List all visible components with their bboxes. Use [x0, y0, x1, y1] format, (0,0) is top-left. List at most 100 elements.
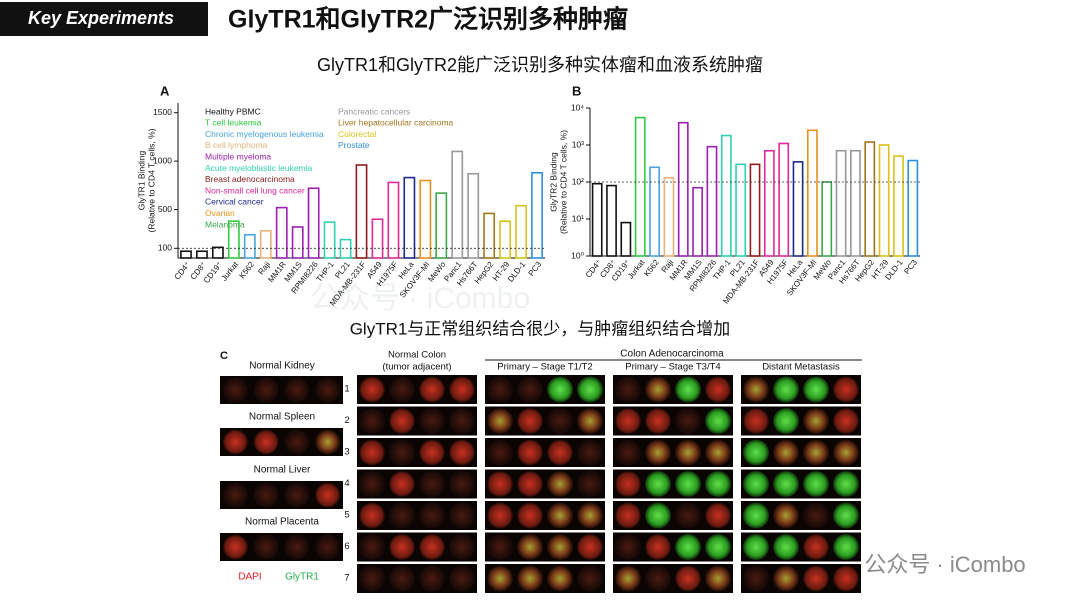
bar — [387, 181, 400, 259]
tissue-core — [315, 482, 341, 508]
tissue-core — [419, 471, 445, 497]
tissue-label: Normal Spleen — [249, 412, 315, 423]
tissue-core — [773, 565, 799, 592]
tissue-core — [389, 439, 415, 466]
tissue-core — [547, 376, 573, 403]
group-header: Colon Adenocarcinoma — [620, 349, 724, 360]
bar — [763, 149, 775, 257]
panel-c: C Normal Kidney Normal Spleen Normal Liver N… — [220, 349, 862, 593]
tissue-core — [222, 429, 248, 455]
tissue-core — [773, 439, 799, 466]
tissue-core — [487, 439, 513, 466]
tissue-core — [645, 565, 671, 592]
tissue-core — [743, 471, 769, 497]
tissue-core — [517, 471, 543, 497]
title: GlyTR1和GlyTR2广泛识别多种肿瘤 — [228, 5, 628, 34]
tissue-core — [675, 376, 701, 403]
bar — [531, 171, 543, 259]
legend-entry: Ovarian — [205, 208, 235, 218]
bar — [606, 184, 617, 257]
tissue-core — [705, 471, 731, 497]
tissue-core — [705, 376, 731, 403]
tissue-core — [284, 534, 310, 560]
y-tick-label: 10⁴ — [571, 102, 584, 112]
tissue-core — [615, 408, 641, 434]
legend-entry: Non-small cell lung cancer — [205, 185, 305, 195]
tissue-core — [517, 502, 543, 529]
tissue-core — [284, 429, 310, 455]
bar — [706, 145, 718, 257]
tissue-core — [743, 565, 769, 592]
tissue-core — [359, 439, 385, 466]
row-number: 4 — [344, 478, 349, 489]
bar — [720, 134, 732, 257]
tissue-core — [577, 502, 603, 529]
y-tick-label: 1500 — [153, 107, 172, 117]
bar — [307, 187, 320, 259]
bar — [419, 179, 432, 259]
tissue-core — [389, 534, 415, 560]
legend-entry: Prostate — [338, 140, 370, 150]
tissue-core — [487, 534, 513, 560]
bar — [435, 192, 448, 259]
row-number: 1 — [344, 384, 349, 395]
tag-banner — [0, 2, 208, 36]
bar — [806, 129, 818, 257]
row-number: 3 — [344, 447, 349, 458]
tissue-core — [833, 471, 859, 497]
column-header: (tumor adjacent) — [382, 362, 451, 373]
column-header: Normal Colon — [388, 350, 446, 361]
tissue-core — [419, 534, 445, 560]
legend-entry: Cervical cancer — [205, 197, 264, 207]
bar — [467, 172, 480, 259]
tissue-core — [449, 376, 475, 403]
legend-entry: Pancreatic cancers — [338, 106, 410, 116]
legend-entry: Multiple myeloma — [205, 151, 271, 161]
legend-entry: Healthy PBMC — [205, 106, 261, 116]
tissue-core — [389, 502, 415, 529]
legend-entry: Colorectal — [338, 129, 376, 139]
tissue-core — [487, 376, 513, 403]
bar — [821, 181, 833, 257]
tissue-core — [833, 376, 859, 403]
column-header: Primary – Stage T1/T2 — [497, 362, 592, 373]
tissue-core — [645, 376, 671, 403]
y-tick-label: 500 — [158, 204, 172, 214]
bar — [907, 159, 919, 257]
panel-letter: B — [572, 83, 581, 98]
tissue-core — [284, 377, 310, 403]
bar — [778, 142, 790, 257]
tissue-core — [577, 439, 603, 466]
stain-legend: GlyTR1 — [285, 572, 319, 583]
tissue-label: Normal Kidney — [249, 361, 315, 372]
tissue-core — [577, 565, 603, 592]
bar — [339, 238, 352, 259]
tissue-core — [253, 482, 279, 508]
tissue-core — [449, 565, 475, 592]
tissue-core — [833, 565, 859, 592]
tissue-core — [315, 534, 341, 560]
tissue-core — [547, 471, 573, 497]
bar — [483, 212, 496, 259]
tissue-core — [577, 408, 603, 434]
tissue-core — [315, 429, 341, 455]
bar — [196, 250, 208, 259]
tissue-core — [743, 408, 769, 434]
watermark-faint: 公众号 · iCombo — [310, 282, 530, 315]
tissue-core — [615, 439, 641, 466]
tissue-core — [675, 439, 701, 466]
legend-entry: Melanoma — [205, 219, 245, 229]
tissue-core — [705, 408, 731, 434]
tissue-core — [803, 439, 829, 466]
tissue-core — [222, 377, 248, 403]
tissue-core — [253, 377, 279, 403]
tissue-core — [487, 408, 513, 434]
tissue-core — [487, 471, 513, 497]
bar — [663, 176, 675, 257]
panel-letter: A — [160, 83, 170, 98]
tissue-core — [803, 376, 829, 403]
row-number: 5 — [344, 510, 349, 521]
tissue-core — [615, 376, 641, 403]
tissue-core — [547, 439, 573, 466]
tissue-core — [705, 534, 731, 560]
